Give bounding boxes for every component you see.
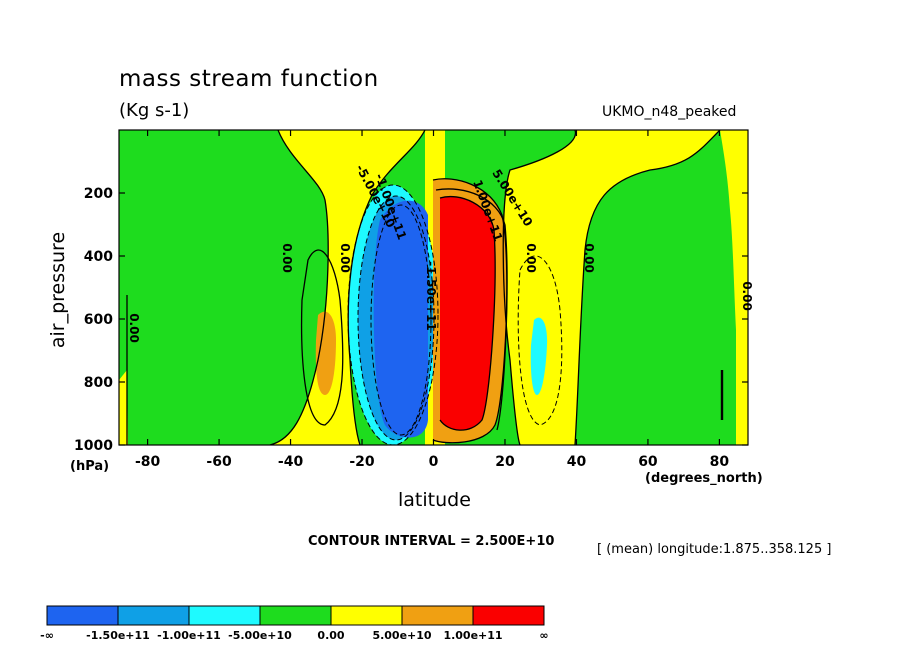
contour-lines [126,130,724,445]
x-tick-label: -80 [135,454,161,470]
x-tick-label: 20 [495,454,515,470]
chart-title: mass stream function [119,66,379,92]
fill-positive-band-left [119,130,425,445]
x-tick-label: -60 [206,454,232,470]
colorbar-swatch [46,605,119,626]
contour-label: 0.00 [280,243,294,273]
colorbar-label: -1.50e+11 [86,629,150,642]
y-tick-label: 800 [84,375,113,391]
fill-positive-farleft [119,370,128,445]
fill-neg-cell-core [373,200,428,438]
fill-pos-cell-core [440,196,496,431]
colorbar: -∞ -1.50e+11 -1.00e+11 -5.00e+10 0.00 5.00e+1… [40,605,549,642]
x-axis: -80 -60 -40 -20 0 20 40 60 80 [135,130,729,470]
contour-label: 0.00 [582,243,596,273]
fill-positive-band-right [445,130,748,445]
colorbar-label: ∞ [539,629,548,642]
contour-label: 0.00 [524,243,538,273]
x-tick-label: 40 [567,454,587,470]
colorbar-label: -1.00e+11 [157,629,221,642]
colorbar-label: -5.00e+10 [228,629,292,642]
dataset-label: UKMO_n48_peaked [602,104,737,120]
y-axis-units: (hPa) [70,459,110,474]
fill-neg-blob-right [530,317,548,395]
y-tick-label: 600 [84,312,113,328]
x-tick-label: 60 [638,454,658,470]
colorbar-swatch [401,605,474,626]
colorbar-swatch [472,605,545,626]
x-tick-label: 0 [429,454,439,470]
colorbar-label: 1.00e+11 [443,629,502,642]
x-tick-label: 80 [710,454,730,470]
y-tick-label: 1000 [74,438,113,454]
x-tick-label: -20 [349,454,375,470]
colorbar-swatch [117,605,190,626]
y-axis: 200 400 600 800 1000 [74,186,748,454]
negative-contour-lines [347,184,563,445]
y-tick-label: 200 [84,186,113,202]
colorbar-label: 0.00 [317,629,344,642]
contour-fill-layer [119,130,748,445]
contour-interval-note: CONTOUR INTERVAL = 2.500E+10 [308,534,555,549]
contour-label: 0.00 [127,313,141,343]
chart-units: (Kg s-1) [119,100,190,121]
contour-label: -1.50e+11 [424,261,438,330]
colorbar-swatch [188,605,261,626]
colorbar-swatch [259,605,332,626]
contour-label: 0.00 [740,281,754,311]
fill-pos-blob-left [315,311,336,395]
x-tick-label: -40 [278,454,304,470]
colorbar-label: 5.00e+10 [372,629,431,642]
colorbar-label: -∞ [40,629,54,642]
mean-longitude-note: [ (mean) longitude:1.875..358.125 ] [597,542,832,557]
x-axis-units: (degrees_north) [645,471,763,486]
x-axis-label: latitude [398,489,471,511]
y-tick-label: 400 [84,249,113,265]
contour-label: 0.00 [338,243,352,273]
colorbar-swatch [330,605,403,626]
fill-positive-topright [720,130,748,445]
